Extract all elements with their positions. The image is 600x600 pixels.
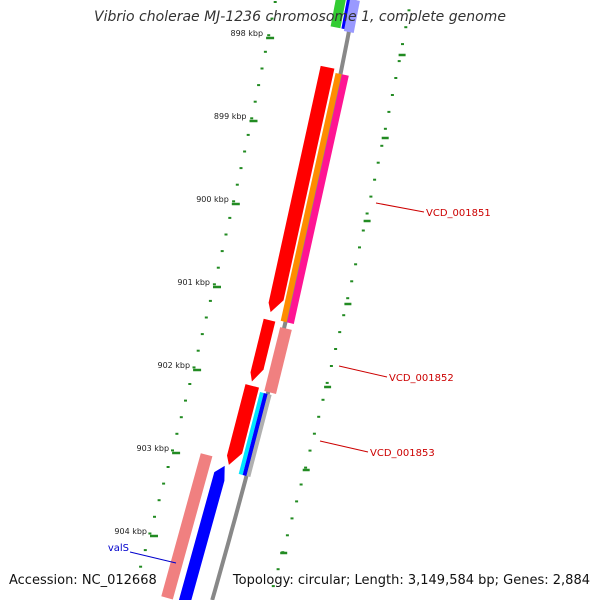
gene-label-vals: valS — [108, 543, 129, 554]
genome-info-label: Topology: circular; Length: 3,149,584 bp… — [232, 573, 590, 588]
gene-vcd001852-red — [250, 318, 276, 382]
gene-vcd001853-gray — [246, 394, 272, 477]
gene-valS-blue — [178, 465, 225, 600]
gene-lightblue-top — [343, 0, 360, 33]
gene-leader-line — [338, 365, 388, 378]
gene-vcd001851-magenta — [287, 74, 349, 324]
gene-leader-line — [375, 202, 425, 213]
gene-leader-line — [319, 440, 369, 453]
gene-vcd001852-salmon — [264, 327, 292, 394]
gene-vcd001853-blue — [242, 393, 268, 476]
major-ticks — [150, 36, 406, 555]
gene-vcd001853-cyan — [238, 392, 264, 475]
dotted-tick-rings — [139, 1, 411, 588]
feature-layer — [161, 0, 360, 600]
gene-vcd001851-orange — [280, 73, 342, 323]
map-title: Vibrio cholerae MJ-1236 chromosome 1, co… — [94, 9, 506, 25]
tick-label: 898 kbp — [230, 29, 263, 38]
accession-label: Accession: NC_012668 — [9, 573, 157, 588]
tick-label: 904 kbp — [114, 527, 147, 536]
tick-label: 899 kbp — [214, 112, 247, 121]
label-layer: VCD_001851 VCD_001852 VCD_001853 valS — [108, 202, 491, 564]
tick-label: 903 kbp — [136, 444, 169, 453]
tick-label: 901 kbp — [177, 278, 210, 287]
gene-green-top — [330, 0, 346, 29]
gene-vcd001853-red — [227, 384, 259, 465]
gene-leader-line — [129, 551, 177, 564]
gene-vcd001851-red — [268, 65, 335, 313]
gene-label-vcd-001853: VCD_001853 — [370, 448, 435, 459]
tick-label: 902 kbp — [157, 361, 190, 370]
gene-label-vcd-001852: VCD_001852 — [389, 373, 454, 384]
tick-label: 900 kbp — [196, 195, 229, 204]
gene-label-vcd-001851: VCD_001851 — [426, 208, 491, 219]
tick-label-layer: 898 kbp 899 kbp 900 kbp 901 kbp 902 kbp 903 k… — [114, 29, 263, 536]
